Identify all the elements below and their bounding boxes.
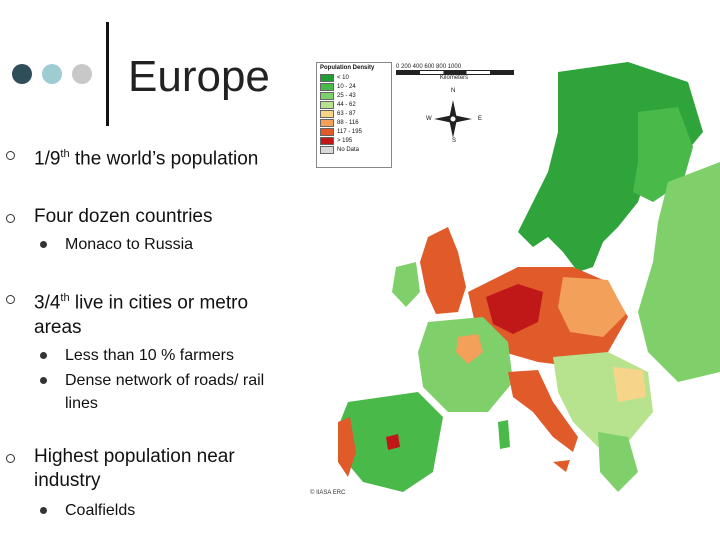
sub-bullet: Coalfields [0,499,300,522]
decorative-dots [12,64,92,84]
russia-east-region [638,162,720,382]
title-divider [106,22,109,126]
sub-bullet-marker [40,241,47,249]
sub-bullet-text: Coalfields [65,501,136,519]
legend-swatch [320,109,334,118]
ireland-region [392,262,420,307]
legend-swatch [320,82,334,91]
compass-south: S [452,138,457,144]
legend-label: > 195 [337,137,353,144]
legend-label: 63 - 87 [337,110,356,117]
sub-bullet-marker [40,351,47,359]
compass-west: W [426,116,432,122]
map-legend: Population Density < 10 10 - 24 25 - 43 … [316,62,392,168]
bullet-text: Four dozen countries [34,206,213,228]
sicily [553,460,570,472]
bullet-marker [6,453,15,463]
legend-label: 88 - 116 [337,119,359,126]
iberia-coast [338,417,356,477]
slide-title: Europe [128,52,270,101]
sub-bullet: Monaco to Russia [0,233,300,256]
sub-bullet: Dense network of roads/ rail lines [0,369,300,415]
sub-bullet-text: Less than 10 % farmers [65,346,234,364]
sub-bullet-text: Monaco to Russia [65,236,194,254]
compass-rose-icon [434,100,472,138]
legend-swatch [320,127,334,136]
bullet-marker [6,214,15,224]
sub-bullet-marker [40,506,47,514]
legend-label: 117 - 195 [337,128,362,135]
compass-north: N [451,88,456,94]
legend-row: 63 - 87 [317,109,391,118]
legend-title: Population Density [320,65,375,71]
madrid-hotspot [386,434,400,450]
france-hotspots [456,334,483,364]
sub-bullet-marker [40,376,47,384]
legend-label: 44 - 62 [337,101,356,108]
sub-bullet-text: Dense network of roads/ rail lines [65,371,265,412]
legend-label: 25 - 43 [337,92,356,99]
legend-swatch [320,91,334,100]
legend-swatch [320,145,334,154]
legend-label: No Data [337,146,360,153]
bullet-text: 3/4 [34,292,61,314]
legend-row: No Data [317,145,391,154]
map-scale-bar: 0 200 400 600 800 1000 Kilometers [396,64,514,81]
benelux-germany-core [486,284,543,334]
map-credit: © IIASA ERC [310,490,346,496]
legend-row: 10 - 24 [317,82,391,91]
legend-swatch [320,118,334,127]
legend-swatch [320,136,334,145]
legend-swatch [320,100,334,109]
sardinia [498,420,510,449]
bullet-text: the world’s population [69,148,259,170]
superscript: th [60,292,70,305]
bullet-text: live in cities or metro areas [34,292,249,338]
legend-row: 44 - 62 [317,100,391,109]
bullet-text: Highest population near industry [34,445,235,491]
bullet-list: 1/9th the world’s population Four dozen … [0,142,300,522]
legend-row: 25 - 43 [317,91,391,100]
poland-region [558,277,626,337]
scale-bar [396,70,514,75]
bullet-cities: 3/4th live in cities or metro areas [0,286,300,339]
scale-unit: Kilometers [439,75,469,81]
legend-row: 88 - 116 [317,118,391,127]
greece-region [598,432,638,492]
europe-population-density-map [308,52,720,504]
romania-hotspots [613,367,646,402]
legend-label: 10 - 24 [337,83,356,90]
dot-light-blue [42,64,62,84]
legend-row: < 10 [317,73,391,82]
legend-row: > 195 [317,136,391,145]
italy-region [508,370,578,452]
compass-east: E [478,116,483,122]
bullet-countries: Four dozen countries [0,205,300,229]
dot-gray [72,64,92,84]
superscript: th [60,148,70,160]
legend-label: < 10 [337,74,349,81]
bullet-industry: Highest population near industry [0,445,300,493]
france-region [418,317,513,412]
dot-dark [12,64,32,84]
legend-row: 117 - 195 [317,127,391,136]
bullet-text: 1/9 [34,148,61,170]
sub-bullet: Less than 10 % farmers [0,344,300,367]
british-isles-region [420,227,466,314]
bullet-population: 1/9th the world’s population [0,142,300,171]
bullet-marker [6,295,15,305]
scale-ticks: 0 200 400 600 800 1000 [396,64,462,70]
legend-swatch [320,73,334,82]
bullet-marker [6,151,15,160]
